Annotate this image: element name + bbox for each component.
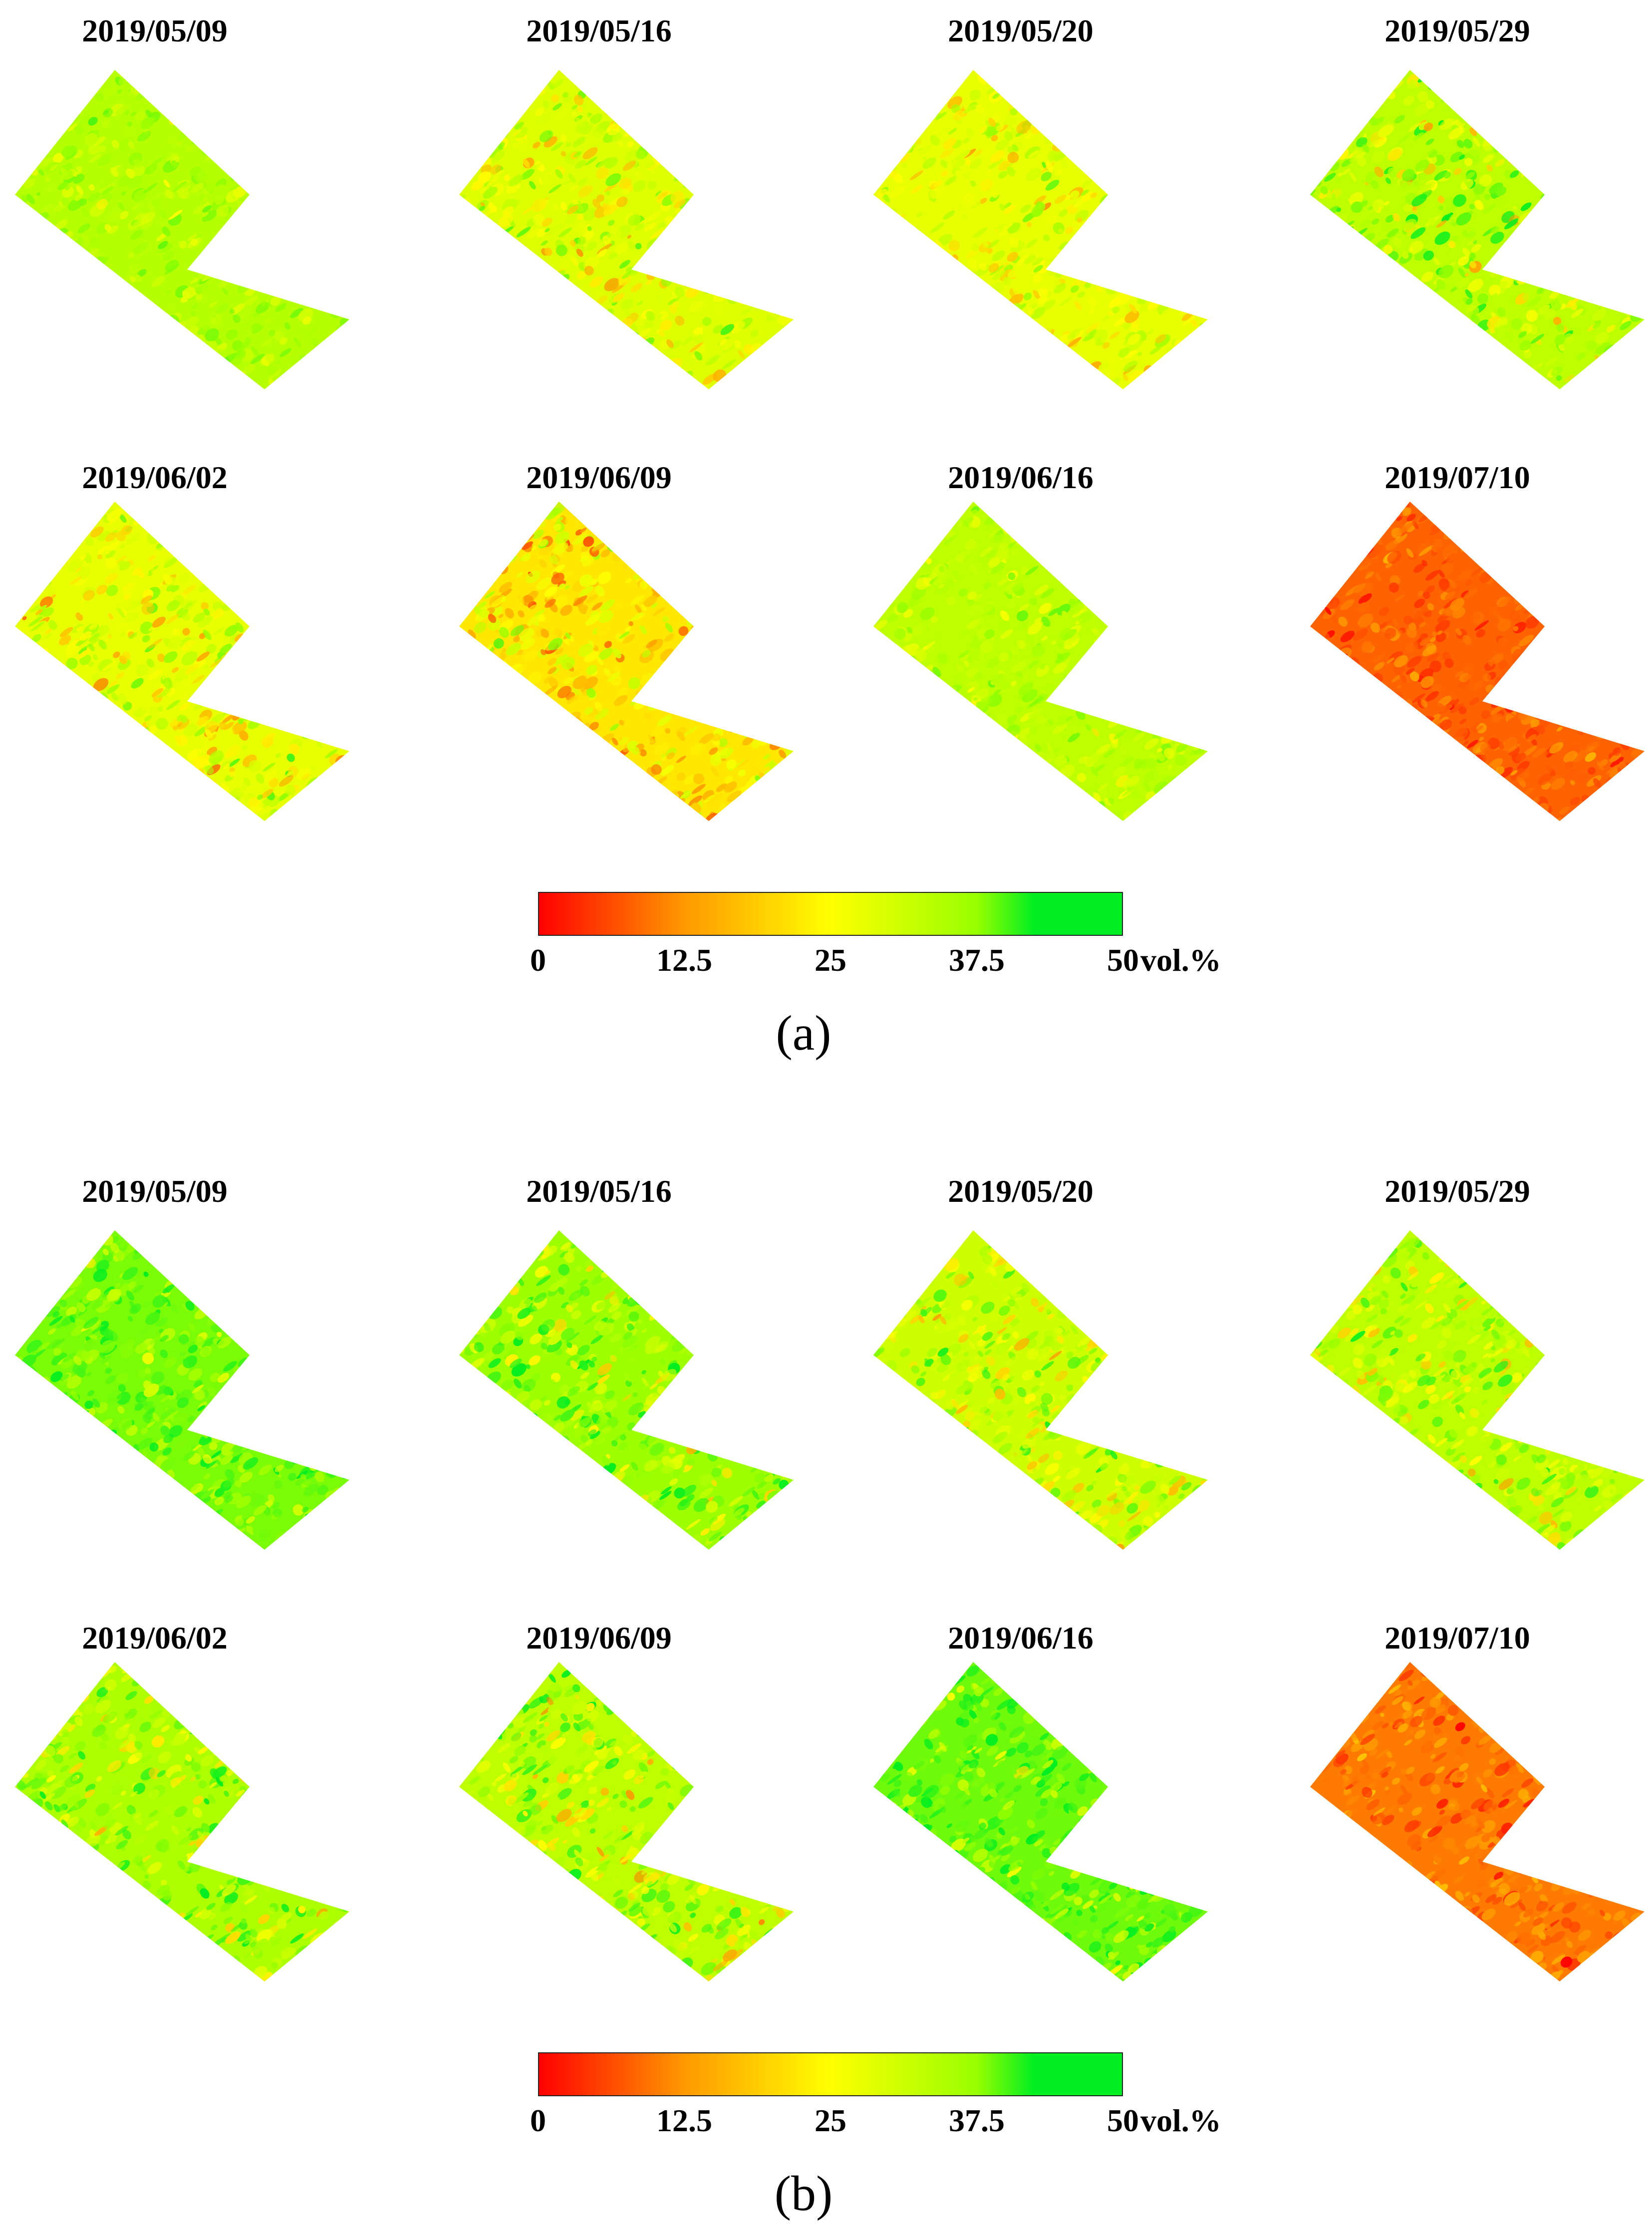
- map-date-title: 2019/07/10: [1384, 460, 1530, 495]
- soil-moisture-map: [873, 70, 1208, 389]
- map-date-title: 2019/06/16: [948, 1620, 1094, 1656]
- map-date-title: 2019/07/10: [1384, 1620, 1530, 1656]
- soil-moisture-map: [15, 70, 349, 389]
- colorbar: [538, 892, 1123, 936]
- colorbar-tick-label: 0: [530, 2103, 546, 2138]
- soil-moisture-map: [873, 502, 1208, 821]
- colorbar-tick-label: 50: [1107, 942, 1139, 978]
- soil-moisture-map: [459, 1662, 794, 1981]
- soil-moisture-map: [15, 1662, 349, 1981]
- map-date-title: 2019/05/20: [948, 13, 1094, 48]
- colorbar-tick-label: 12.5: [656, 942, 712, 978]
- map-date-title: 2019/05/09: [82, 1173, 228, 1209]
- map-date-title: 2019/06/02: [82, 1620, 228, 1656]
- soil-moisture-map: [459, 1230, 794, 1550]
- soil-moisture-map: [459, 502, 794, 821]
- map-date-title: 2019/06/09: [526, 460, 672, 495]
- panel-label: (a): [776, 1005, 831, 1061]
- map-date-title: 2019/06/16: [948, 460, 1094, 495]
- soil-moisture-map: [873, 1662, 1208, 1981]
- map-date-title: 2019/05/09: [82, 13, 228, 48]
- soil-moisture-map: [1310, 1662, 1645, 1981]
- map-date-title: 2019/05/29: [1384, 13, 1530, 48]
- map-date-title: 2019/05/16: [526, 13, 672, 48]
- map-date-title: 2019/06/02: [82, 460, 228, 495]
- map-date-title: 2019/06/09: [526, 1620, 672, 1656]
- colorbar-unit-label: vol.%: [1140, 942, 1221, 978]
- colorbar-tick-label: 0: [530, 942, 546, 978]
- map-date-title: 2019/05/16: [526, 1173, 672, 1209]
- colorbar-tick-label: 25: [815, 942, 846, 978]
- soil-moisture-map: [1310, 502, 1645, 821]
- soil-moisture-map: [873, 1230, 1208, 1550]
- colorbar-tick-label: 12.5: [656, 2103, 712, 2138]
- map-date-title: 2019/05/20: [948, 1173, 1094, 1209]
- soil-moisture-map: [15, 1230, 349, 1550]
- colorbar-tick-label: 37.5: [949, 942, 1005, 978]
- soil-moisture-map: [1310, 70, 1645, 389]
- colorbar-tick-label: 50: [1107, 2103, 1139, 2138]
- panel-label: (b): [774, 2166, 833, 2221]
- soil-moisture-map: [15, 502, 349, 821]
- colorbar-tick-label: 37.5: [949, 2103, 1005, 2138]
- colorbar-unit-label: vol.%: [1140, 2103, 1221, 2138]
- soil-moisture-map: [459, 70, 794, 389]
- colorbar: [538, 2052, 1123, 2096]
- map-date-title: 2019/05/29: [1384, 1173, 1530, 1209]
- soil-moisture-map: [1310, 1230, 1645, 1550]
- colorbar-tick-label: 25: [815, 2103, 846, 2138]
